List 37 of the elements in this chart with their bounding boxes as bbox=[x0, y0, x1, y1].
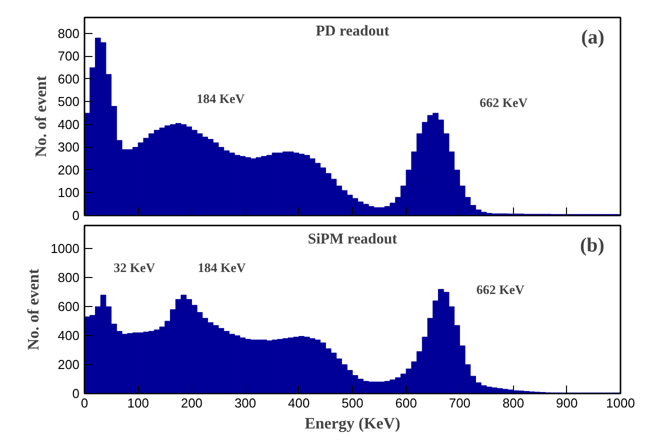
y-tick-label: 700 bbox=[58, 48, 80, 64]
y-tick-label: 600 bbox=[58, 299, 80, 314]
y-tick-label: 0 bbox=[72, 208, 80, 223]
x-tick-label: 300 bbox=[234, 396, 256, 410]
x-tick-label: 1000 bbox=[606, 396, 635, 410]
y-tick-label: 0 bbox=[72, 386, 80, 401]
x-tick-label: 600 bbox=[395, 396, 417, 410]
y-tick-label: 400 bbox=[58, 328, 80, 344]
chart-title: SiPM readout bbox=[308, 232, 398, 248]
y-tick-label: 500 bbox=[58, 94, 80, 110]
y-tick-label: 400 bbox=[58, 116, 80, 132]
x-tick-label: 500 bbox=[342, 396, 364, 410]
x-axis-title: Energy (KeV) bbox=[304, 416, 400, 432]
chart-title: PD readout bbox=[316, 24, 390, 40]
x-tick-label: 200 bbox=[180, 396, 203, 410]
y-tick-label: 100 bbox=[58, 185, 80, 200]
annotation: 662 KeV bbox=[480, 95, 528, 110]
annotation: (a) bbox=[581, 26, 604, 48]
annotation: 662 KeV bbox=[476, 282, 526, 297]
y-tick-label: 800 bbox=[58, 270, 80, 286]
annotation: 32 KeV bbox=[114, 260, 156, 275]
x-tick-label: 100 bbox=[127, 396, 149, 410]
x-tick-label: 400 bbox=[288, 396, 310, 410]
x-tick-label: 800 bbox=[502, 396, 524, 410]
x-tick-label: 700 bbox=[448, 396, 471, 410]
y-tick-label: 1000 bbox=[50, 241, 80, 256]
y-axis-title: No. of event bbox=[26, 268, 43, 350]
annotation: 184 KeV bbox=[198, 260, 246, 275]
annotation: (b) bbox=[580, 234, 604, 257]
y-tick-label: 200 bbox=[58, 357, 80, 372]
y-axis-title: No. of event bbox=[32, 75, 50, 158]
y-tick-label: 600 bbox=[58, 71, 80, 86]
y-tick-label: 300 bbox=[58, 140, 80, 155]
annotation: 184 KeV bbox=[196, 91, 246, 106]
y-tick-label: 200 bbox=[58, 162, 80, 178]
y-tick-label: 800 bbox=[58, 26, 80, 41]
x-tick-label: 900 bbox=[556, 396, 578, 410]
